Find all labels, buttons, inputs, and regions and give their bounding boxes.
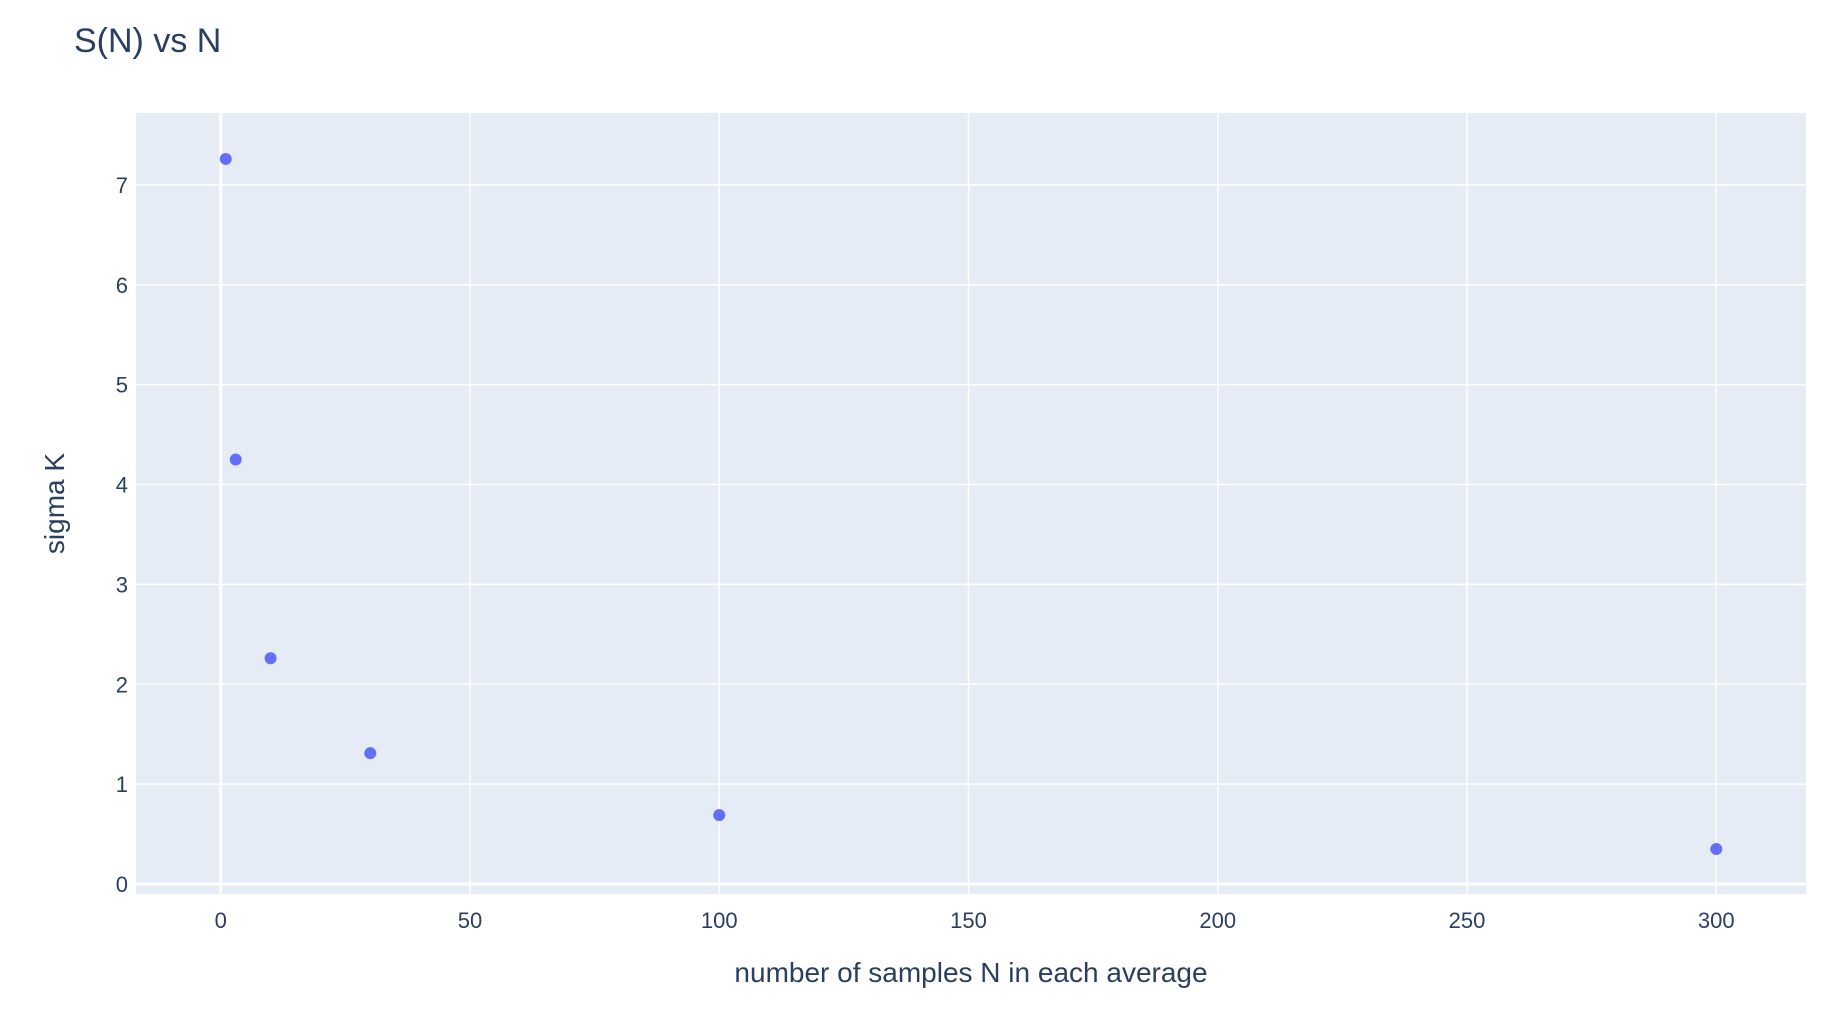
x-tick-label: 200 xyxy=(1199,908,1236,933)
data-point xyxy=(229,453,242,466)
x-tick-label: 0 xyxy=(215,908,227,933)
plot-area xyxy=(136,113,1806,894)
data-point xyxy=(264,652,277,665)
y-tick-label: 2 xyxy=(116,672,128,697)
chart-title: S(N) vs N xyxy=(74,22,221,60)
x-axis-ticks: 0 50 100 150 200 250 300 xyxy=(215,908,1735,933)
y-tick-label: 1 xyxy=(116,772,128,797)
y-tick-label: 5 xyxy=(116,373,128,398)
y-tick-label: 7 xyxy=(116,173,128,198)
y-axis-title: sigma K xyxy=(39,453,70,554)
grid xyxy=(136,113,1806,894)
y-axis-ticks: 0 1 2 3 4 5 6 7 xyxy=(116,173,128,897)
x-axis-title: number of samples N in each average xyxy=(734,957,1207,988)
data-point xyxy=(713,809,726,822)
x-tick-label: 150 xyxy=(950,908,987,933)
y-tick-label: 3 xyxy=(116,572,128,597)
x-tick-label: 250 xyxy=(1449,908,1486,933)
data-point xyxy=(364,747,377,760)
data-point xyxy=(219,152,232,165)
x-tick-label: 50 xyxy=(458,908,482,933)
y-tick-label: 0 xyxy=(116,872,128,897)
x-tick-label: 100 xyxy=(701,908,738,933)
x-tick-label: 300 xyxy=(1698,908,1735,933)
data-point xyxy=(1710,843,1723,856)
y-tick-label: 4 xyxy=(116,473,128,498)
y-tick-label: 6 xyxy=(116,273,128,298)
data-points xyxy=(219,152,1723,856)
